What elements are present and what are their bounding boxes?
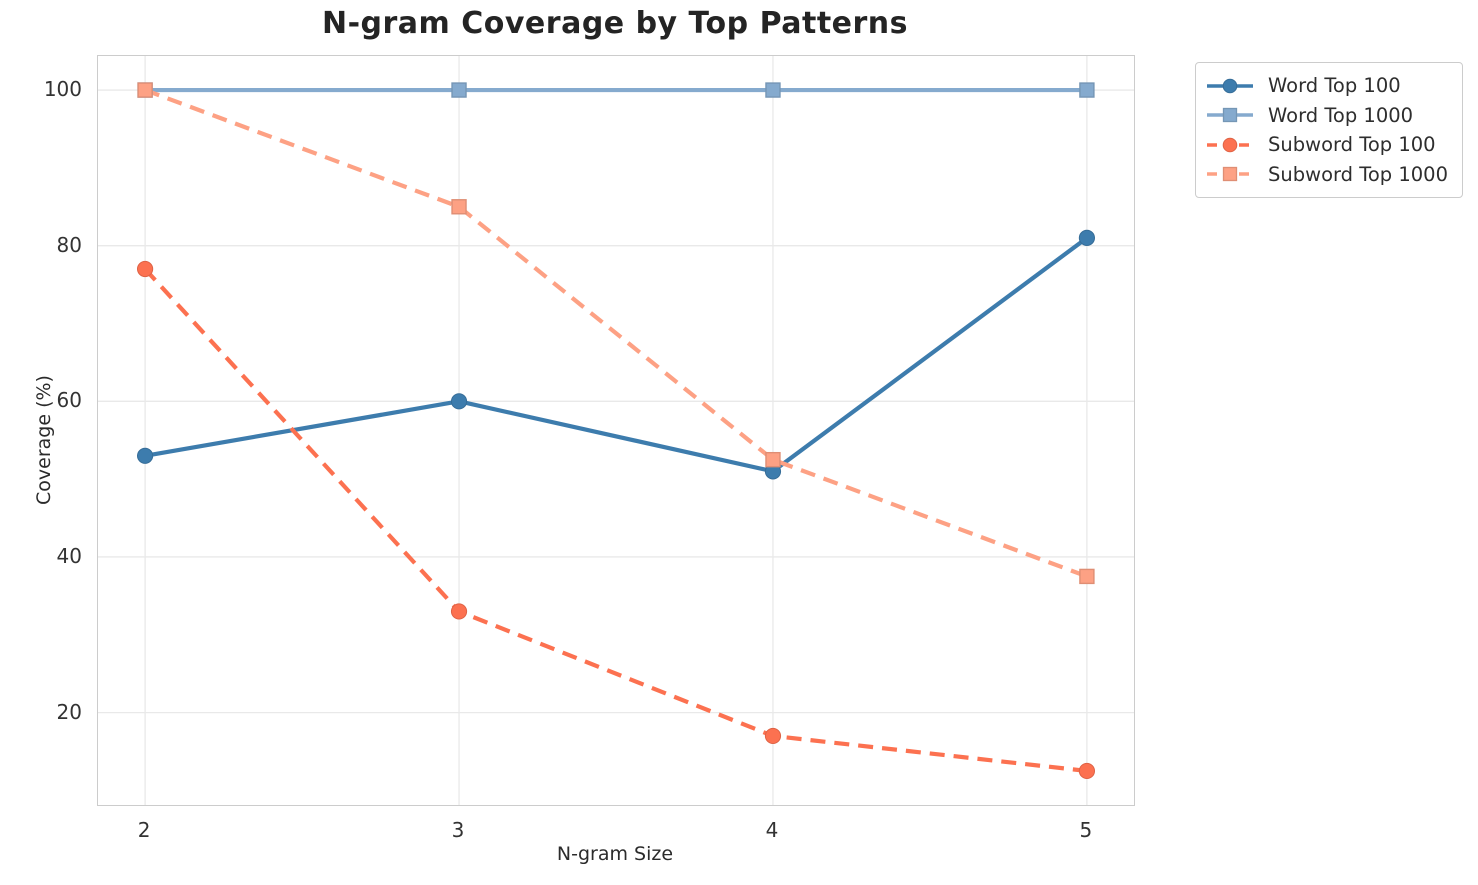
legend-label: Subword Top 100 (1268, 133, 1436, 157)
y-tick-label: 80 (56, 232, 82, 257)
x-tick-label: 2 (137, 818, 151, 842)
y-tick-label: 40 (56, 543, 82, 568)
y-tick-label: 100 (43, 77, 82, 102)
legend: Word Top 100 Word Top 1000 Subword Top 100… (1195, 62, 1463, 198)
chart-canvas (98, 56, 1134, 805)
y-tick-label: 20 (56, 699, 82, 724)
legend-item: Subword Top 100 (1206, 130, 1450, 160)
y-axis-label: Coverage (%) (33, 375, 55, 505)
plot-area (97, 55, 1135, 806)
legend-swatch-icon (1207, 108, 1253, 123)
legend-swatch-icon (1207, 78, 1253, 94)
legend-item: Word Top 1000 (1206, 101, 1450, 131)
y-tick-label: 60 (56, 388, 82, 413)
legend-item: Subword Top 1000 (1206, 160, 1450, 190)
legend-label: Subword Top 1000 (1268, 162, 1448, 186)
legend-label: Word Top 1000 (1268, 103, 1414, 127)
x-tick-label: 4 (765, 818, 779, 842)
x-tick-label: 5 (1079, 818, 1093, 842)
legend-swatch-icon (1207, 137, 1253, 153)
x-axis-label: N-gram Size (556, 843, 674, 865)
legend-item: Word Top 100 (1206, 71, 1450, 101)
x-tick-label: 3 (451, 818, 465, 842)
chart-title: N-gram Coverage by Top Patterns (321, 6, 909, 41)
legend-swatch-icon (1207, 167, 1253, 182)
legend-label: Word Top 100 (1268, 74, 1401, 98)
